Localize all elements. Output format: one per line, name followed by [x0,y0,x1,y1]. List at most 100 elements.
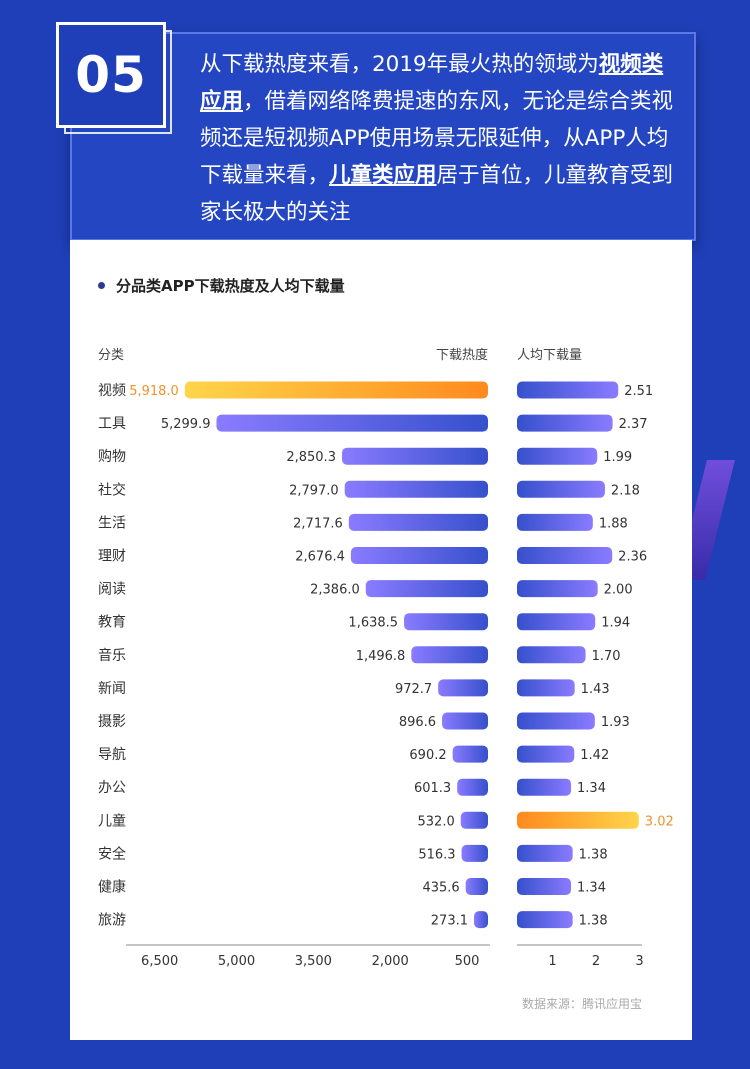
category-label: 工具 [98,416,126,432]
per-capita-value-label: 1.70 [592,649,621,664]
per-capita-value-label: 1.99 [603,450,632,465]
download-heat-value-label: 2,676.4 [295,550,345,565]
download-heat-value-label: 1,496.8 [356,649,406,664]
category-label: 摄影 [98,714,126,730]
per-capita-bar [517,646,586,664]
data-source: 数据来源：腾讯应用宝 [521,997,642,1011]
download-heat-value-label: 601.3 [414,781,451,796]
right-axis-tick-label: 2 [592,954,600,969]
per-capita-bar [517,547,613,564]
download-heat-value-label: 516.3 [418,847,455,862]
per-capita-bar [517,513,593,531]
right-axis-tick-label: 3 [635,954,643,969]
download-heat-bar [216,414,488,432]
header-highlight: 儿童类应用 [329,163,437,188]
download-heat-value-label: 2,797.0 [289,483,339,498]
download-heat-value-label: 273.1 [431,914,468,929]
per-capita-bar [517,613,596,631]
category-label: 旅游 [98,913,126,929]
left-axis-tick-label: 5,000 [218,954,255,969]
download-heat-bar [460,811,488,829]
left-axis-tick-label: 2,000 [372,954,409,969]
per-capita-value-label: 1.88 [599,516,628,531]
download-heat-bar [461,844,488,862]
download-heat-value-label: 896.6 [399,715,436,730]
download-heat-bar [404,613,488,631]
category-label: 生活 [98,515,126,531]
download-heat-bar [411,646,488,664]
download-heat-bar [474,911,488,929]
download-heat-value-label: 2,717.6 [293,516,343,531]
category-label: 购物 [98,449,126,465]
header-text-part: 从下载热度来看，2019年最火热的领域为 [200,52,599,77]
per-capita-value-label: 1.38 [579,914,608,929]
category-label: 办公 [98,780,126,796]
per-capita-bar [517,712,595,730]
left-series-header: 下载热度 [436,347,488,363]
download-heat-bar [452,745,488,763]
header-box [70,32,696,241]
download-heat-bar [350,547,488,564]
per-capita-bar [517,745,575,763]
header-text-part: 居于首位，儿童教育受到家长极大的关注 [200,163,674,225]
category-label: 导航 [98,747,126,763]
per-capita-value-label: 1.42 [580,748,609,763]
per-capita-value-label: 1.94 [601,616,630,631]
per-capita-bar [517,911,573,929]
per-capita-value-label: 2.37 [619,417,648,432]
category-label: 安全 [98,845,126,862]
download-heat-bar [442,712,488,730]
per-capita-value-label: 1.43 [581,682,610,697]
per-capita-bar [517,480,605,498]
category-label: 阅读 [98,581,126,598]
download-heat-value-label: 532.0 [418,814,455,829]
category-label: 儿童 [98,812,126,829]
per-capita-value-label: 1.34 [577,781,606,796]
download-heat-bar [465,878,488,895]
download-heat-value-label: 1,638.5 [348,616,398,631]
left-axis-tick-label: 6,500 [141,954,178,969]
per-capita-bar [517,811,639,829]
download-heat-value-label: 5,299.9 [161,417,211,432]
per-capita-bar [517,414,613,432]
download-heat-value-label: 2,386.0 [310,583,360,598]
number-frame [56,22,166,128]
section-number: 05 [75,46,147,104]
category-label: 社交 [98,481,126,498]
download-heat-bar [438,679,488,697]
category-label: 音乐 [98,647,126,664]
download-heat-value-label: 690.2 [409,748,446,763]
per-capita-value-label: 2.00 [604,583,633,598]
chart-title: 分品类APP下载热度及人均下载量 [116,277,345,295]
download-heat-bar [457,778,488,796]
per-capita-bar [517,844,573,862]
per-capita-bar [517,580,598,598]
category-label: 新闻 [98,681,126,697]
per-capita-bar [517,778,572,796]
per-capita-value-label: 2.18 [611,483,640,498]
left-axis-tick-label: 3,500 [295,954,332,969]
header-highlight: 视频类应用 [200,52,664,114]
category-label: 理财 [98,549,126,565]
right-axis-tick-label: 1 [548,954,556,969]
header-summary-text: 从下载热度来看，2019年最火热的领域为视频类应用，借着网络降费提速的东风，无论… [200,46,678,231]
header-text-part: ，借着网络降费提速的东风，无论是综合类视频还是短视频APP使用场景无限延伸，从A… [200,89,674,188]
per-capita-value-label: 1.93 [601,715,630,730]
per-capita-value-label: 3.02 [645,814,674,829]
category-label: 健康 [98,879,126,896]
bullet-dot-icon [98,282,105,289]
per-capita-bar [517,447,598,465]
per-capita-bar [517,381,619,399]
download-heat-bar [184,381,488,399]
download-heat-value-label: 972.7 [395,682,432,697]
download-heat-bar [348,513,488,531]
download-heat-bar [365,580,488,598]
category-label: 教育 [98,615,126,631]
chart-card: 分品类APP下载热度及人均下载量 数据来源：腾讯应用宝 [70,240,692,1040]
right-series-header: 人均下载量 [517,348,582,363]
per-capita-value-label: 1.38 [579,847,608,862]
download-heat-bar [344,480,488,498]
category-label: 视频 [98,383,126,399]
download-heat-bar [341,447,488,465]
left-axis-tick-label: 500 [455,954,480,969]
